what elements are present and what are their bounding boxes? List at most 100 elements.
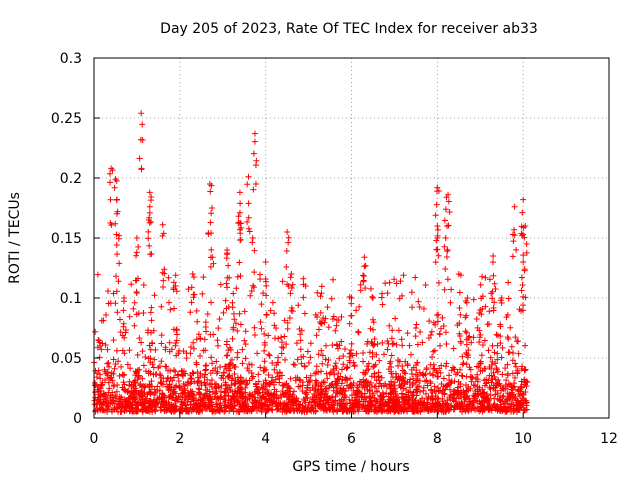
data-point <box>285 406 292 413</box>
data-point <box>105 379 112 386</box>
data-point <box>480 389 487 396</box>
data-point <box>224 274 231 281</box>
data-point <box>482 274 489 281</box>
data-point <box>329 316 336 323</box>
data-point <box>220 375 227 382</box>
data-point <box>507 406 514 413</box>
data-point <box>340 361 347 368</box>
data-point <box>479 390 486 397</box>
data-point <box>490 382 497 389</box>
data-point <box>413 367 420 374</box>
data-point <box>521 376 528 383</box>
data-point <box>225 363 232 370</box>
data-point <box>187 372 194 379</box>
data-point <box>224 251 231 258</box>
data-point <box>439 314 446 321</box>
data-point <box>246 361 253 368</box>
data-point <box>508 343 515 350</box>
data-point <box>190 274 197 281</box>
data-point <box>484 395 491 402</box>
data-point <box>485 347 492 354</box>
data-point <box>388 352 395 359</box>
data-point <box>265 372 272 379</box>
data-point <box>463 361 470 368</box>
data-point <box>361 263 368 270</box>
data-point <box>278 350 285 357</box>
data-point <box>307 354 314 361</box>
data-point <box>91 382 98 389</box>
data-point <box>334 375 341 382</box>
data-point <box>293 400 300 407</box>
data-point <box>451 378 458 385</box>
data-point <box>154 383 161 390</box>
data-point <box>113 242 120 249</box>
data-point <box>470 403 477 410</box>
data-point <box>465 408 472 415</box>
data-point <box>297 346 304 353</box>
data-point <box>340 401 347 408</box>
data-point <box>333 389 340 396</box>
data-point <box>262 377 269 384</box>
data-point <box>462 381 469 388</box>
data-point <box>521 266 528 273</box>
data-point <box>96 371 103 378</box>
data-point <box>139 396 146 403</box>
data-point <box>253 407 260 414</box>
data-point <box>133 277 140 284</box>
data-point <box>199 403 206 410</box>
data-point <box>175 393 182 400</box>
data-point <box>523 241 530 248</box>
data-point <box>280 344 287 351</box>
data-point <box>329 342 336 349</box>
data-point <box>114 381 121 388</box>
data-point <box>336 342 343 349</box>
data-point <box>413 387 420 394</box>
data-point <box>157 379 164 386</box>
data-point <box>111 365 118 372</box>
x-tick-label: 10 <box>514 431 532 447</box>
data-point <box>414 375 421 382</box>
data-point <box>263 311 270 318</box>
data-point <box>488 361 495 368</box>
data-point <box>226 404 233 411</box>
data-point <box>288 284 295 291</box>
data-point <box>133 311 140 318</box>
data-point <box>121 334 128 341</box>
data-point <box>437 387 444 394</box>
data-point <box>294 374 301 381</box>
data-point <box>512 394 519 401</box>
data-point <box>207 219 214 226</box>
data-point <box>320 379 327 386</box>
data-point <box>138 387 145 394</box>
data-point <box>487 354 494 361</box>
data-point <box>312 382 319 389</box>
data-point <box>167 306 174 313</box>
data-point <box>112 361 119 368</box>
data-point <box>252 180 259 187</box>
data-point <box>289 397 296 404</box>
data-point <box>197 335 204 342</box>
data-point <box>420 305 427 312</box>
y-tick-label: 0.05 <box>51 351 82 367</box>
data-point <box>284 281 291 288</box>
data-point <box>208 299 215 306</box>
data-point <box>260 393 267 400</box>
data-point <box>218 382 225 389</box>
data-point <box>404 362 411 369</box>
data-point <box>112 220 119 227</box>
data-point <box>279 278 286 285</box>
data-point <box>504 372 511 379</box>
data-point <box>385 399 392 406</box>
data-point <box>434 234 441 241</box>
data-point <box>181 394 188 401</box>
data-point <box>241 337 248 344</box>
data-point <box>185 286 192 293</box>
data-point <box>233 393 240 400</box>
data-point <box>338 313 345 320</box>
data-point <box>269 401 276 408</box>
data-point <box>402 358 409 365</box>
data-point <box>320 314 327 321</box>
data-point <box>520 224 527 231</box>
data-point <box>94 344 101 351</box>
data-point <box>246 408 253 415</box>
